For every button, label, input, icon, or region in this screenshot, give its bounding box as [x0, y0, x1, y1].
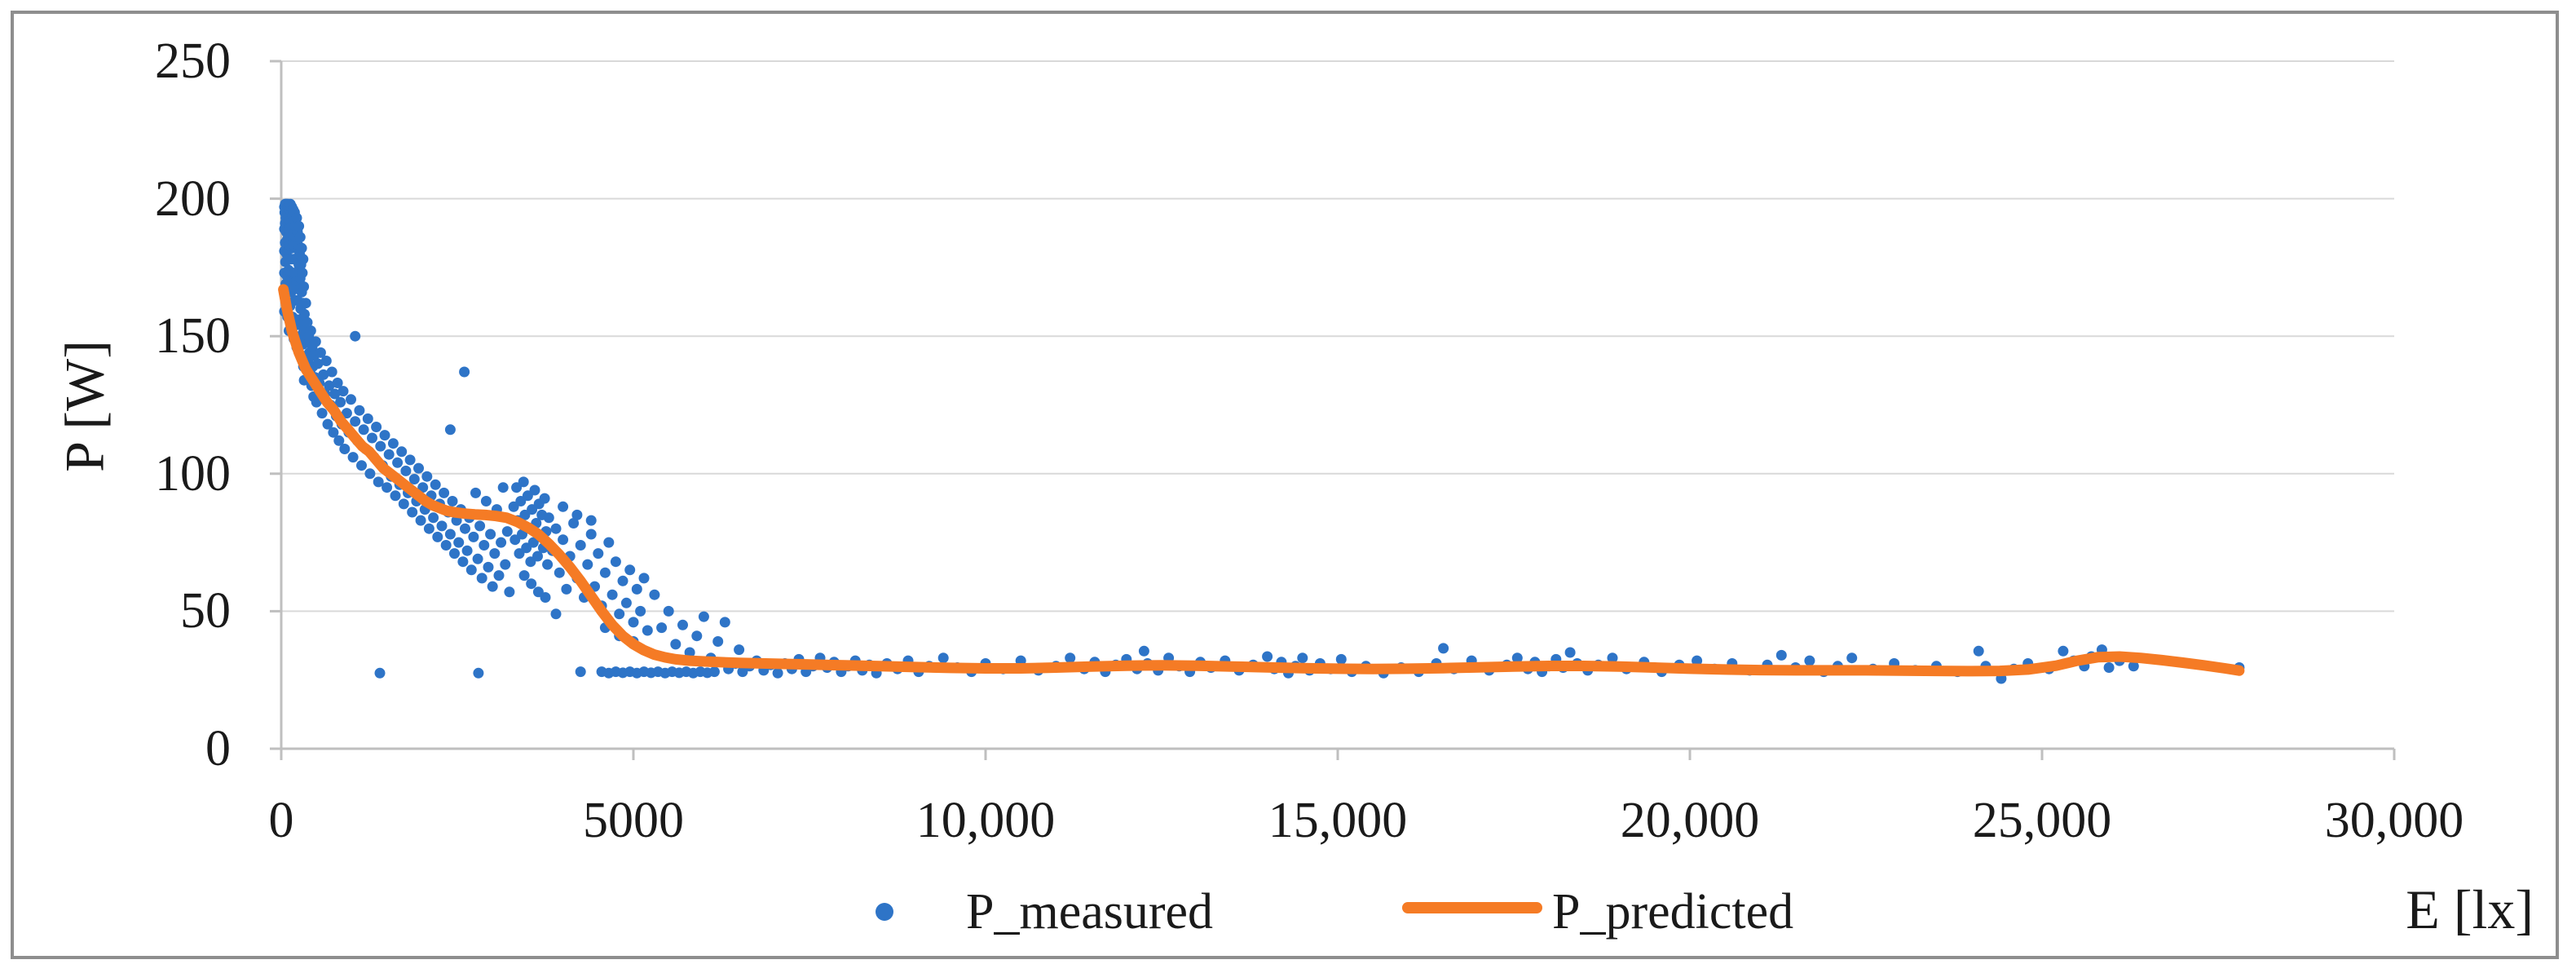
- predicted-line-icon: [1402, 902, 1542, 913]
- x-tick-label: 20,000: [1620, 793, 1760, 848]
- x-tick-label: 30,000: [2324, 793, 2464, 848]
- x-tick-label: 10,000: [915, 793, 1056, 848]
- x-tick-label: 5000: [583, 793, 684, 848]
- x-tick-label: 15,000: [1268, 793, 1408, 848]
- y-tick-label: 100: [155, 445, 231, 502]
- y-tick-label: 200: [155, 170, 231, 227]
- x-tick-label: 0: [268, 793, 294, 848]
- y-tick-label: 50: [180, 583, 231, 639]
- legend-label-predicted: P_predicted: [1552, 884, 1794, 940]
- y-tick-label: 0: [205, 721, 231, 776]
- x-axis-title: E [lx]: [2406, 878, 2534, 940]
- y-tick-label: 150: [155, 308, 231, 365]
- predicted-line: [278, 284, 2245, 677]
- x-tick-label: 25,000: [1972, 793, 2112, 848]
- measured-marker-icon: [876, 903, 893, 921]
- y-tick-label: 250: [155, 33, 231, 89]
- y-axis-title: P [W]: [53, 340, 116, 472]
- legend-label-measured: P_measured: [966, 884, 1214, 940]
